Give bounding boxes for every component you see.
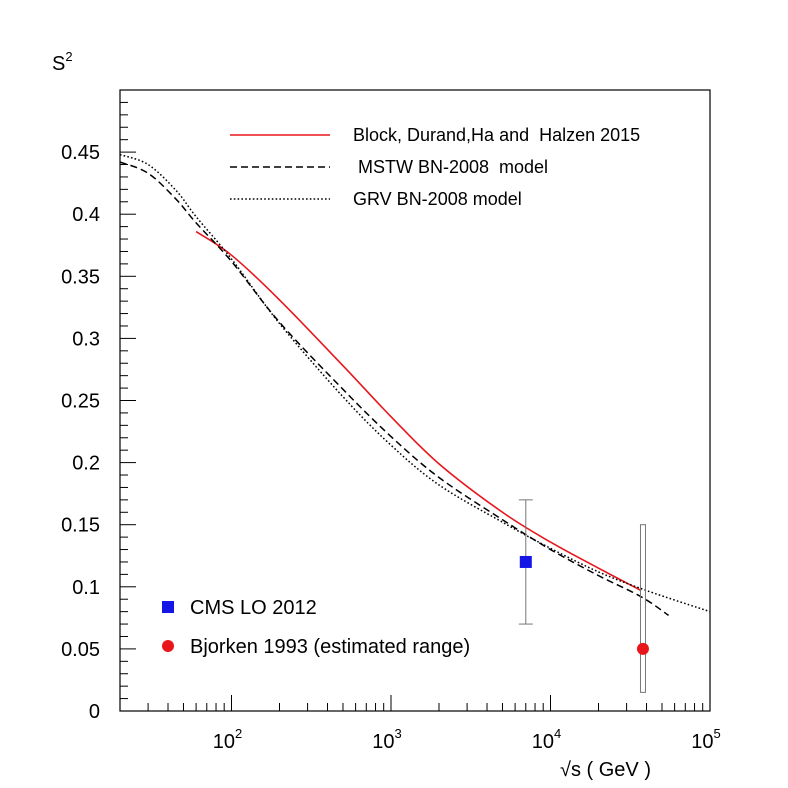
legend-label: MSTW BN-2008 model	[353, 157, 548, 177]
legend-point-label: Bjorken 1993 (estimated range)	[190, 636, 470, 658]
series-line	[119, 161, 670, 616]
data-point-circle	[636, 642, 649, 655]
y-tick-label: 0.4	[72, 204, 100, 226]
x-tick-label: 103	[372, 726, 401, 753]
series-line	[195, 230, 642, 592]
x-axis-ticks: 102 103 104 105	[119, 695, 721, 753]
legend-label: Block, Durand,Ha and Halzen 2015	[353, 125, 640, 145]
legend-label: GRV BN-2008 model	[353, 189, 522, 209]
x-tick-label: 105	[691, 726, 720, 753]
y-tick-label: 0.2	[72, 453, 100, 475]
y-axis-label: S2	[52, 49, 73, 75]
legend-marker-square	[162, 601, 174, 613]
y-tick-label: 0.25	[61, 391, 100, 413]
x-axis-label: √s ( GeV )	[560, 759, 651, 781]
legend-point-label: CMS LO 2012	[190, 597, 317, 619]
points-layer	[518, 499, 649, 693]
y-tick-label: 0.3	[72, 328, 100, 350]
y-tick-label: 0	[89, 701, 100, 723]
y-tick-label: 0.35	[61, 266, 100, 288]
y-tick-label: 0.15	[61, 515, 100, 537]
data-point-square	[519, 555, 532, 568]
series-line	[119, 153, 711, 613]
legend-points: CMS LO 2012 Bjorken 1993 (estimated range…	[162, 597, 470, 658]
y-tick-label: 0.05	[61, 639, 100, 661]
legend-lines: Block, Durand,Ha and Halzen 2015 MSTW BN…	[230, 125, 640, 209]
y-axis-ticks: 0 0.05 0.1 0.15 0.2 0.25 0.3 0.35 0.4 0.45	[61, 89, 136, 723]
x-tick-label: 102	[213, 726, 242, 753]
range-box	[639, 524, 646, 693]
series-layer	[119, 153, 711, 616]
y-tick-label: 0.1	[72, 577, 100, 599]
y-tick-label: 0.45	[61, 142, 100, 164]
legend-marker-circle	[162, 640, 174, 652]
x-tick-label: 104	[532, 726, 561, 753]
